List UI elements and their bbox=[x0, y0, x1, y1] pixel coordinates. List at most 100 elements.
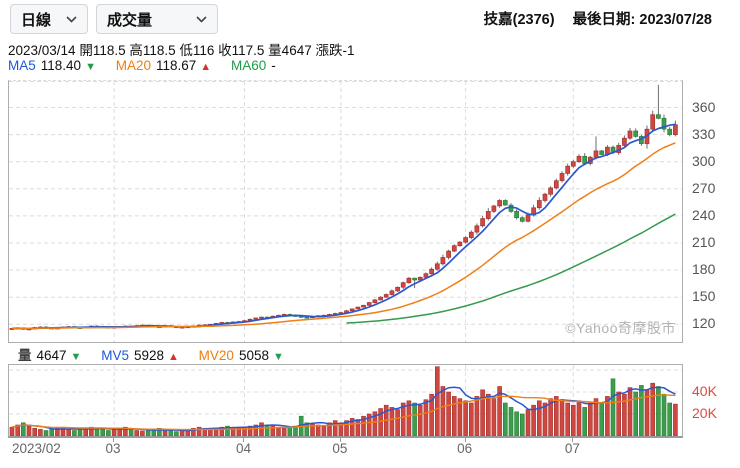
ma5-value: 118.40 bbox=[40, 58, 82, 73]
candle-body bbox=[463, 237, 468, 243]
volume-bar bbox=[440, 386, 446, 436]
candle-body bbox=[633, 130, 639, 137]
candle-body bbox=[627, 130, 633, 139]
volume-bar bbox=[599, 402, 605, 436]
volume-bar bbox=[480, 389, 485, 436]
volume-bar bbox=[593, 398, 599, 436]
price-chart-canvas bbox=[9, 81, 682, 342]
watermark: ©Yahoo奇摩股市 bbox=[565, 320, 676, 336]
candle-body bbox=[457, 241, 463, 247]
chevron-down-icon bbox=[196, 15, 207, 23]
volume-bar bbox=[395, 409, 400, 436]
candle-body bbox=[440, 257, 446, 265]
volume-bar bbox=[287, 426, 293, 436]
candle-body bbox=[519, 217, 525, 222]
volume-bar bbox=[661, 393, 667, 436]
volume-bar bbox=[548, 398, 553, 436]
price-axis-label: 120 bbox=[692, 315, 716, 332]
candle-body bbox=[565, 165, 571, 174]
price-axis-label: 330 bbox=[692, 125, 716, 142]
candle-body bbox=[536, 200, 542, 209]
volume-bar bbox=[100, 429, 105, 436]
price-axis-label: 150 bbox=[692, 288, 716, 305]
ma60-value: - bbox=[271, 58, 276, 73]
volume-bar bbox=[349, 418, 355, 436]
candle-body bbox=[434, 263, 440, 270]
volume-bar bbox=[111, 429, 117, 436]
candle-body bbox=[548, 187, 553, 195]
price-axis-label: 210 bbox=[692, 234, 716, 250]
volume-bar bbox=[123, 426, 128, 436]
candle-body bbox=[622, 137, 627, 146]
candle-body bbox=[502, 200, 508, 206]
volume-bar bbox=[72, 430, 77, 436]
candle-body bbox=[400, 282, 406, 288]
candle-body bbox=[661, 117, 667, 130]
candle-body bbox=[468, 231, 474, 238]
volume-bar bbox=[627, 387, 633, 436]
candle-body bbox=[349, 308, 355, 312]
volume-bar bbox=[26, 425, 32, 436]
candle-body bbox=[395, 286, 400, 292]
candle-body bbox=[446, 250, 451, 258]
volume-bar bbox=[162, 430, 168, 436]
volume-bar bbox=[174, 431, 179, 436]
last-date: 最後日期: 2023/07/28 bbox=[572, 12, 712, 28]
candle-body bbox=[582, 155, 588, 164]
volume-bar bbox=[491, 398, 497, 436]
ma20-label: MA20 bbox=[115, 58, 151, 73]
candle-body bbox=[514, 211, 519, 219]
x-axis-label: 07 bbox=[564, 441, 580, 456]
candle-body bbox=[389, 290, 395, 295]
volume-bar bbox=[417, 404, 423, 436]
volume-bar bbox=[667, 402, 673, 436]
price-axis-label: 360 bbox=[692, 98, 716, 115]
period-dropdown[interactable]: 日線 bbox=[10, 4, 88, 34]
ma20-up-arrow-icon: ▲ bbox=[200, 61, 212, 73]
volume-bar bbox=[610, 378, 616, 436]
ma60-line bbox=[346, 213, 676, 324]
candle-body bbox=[383, 294, 389, 298]
candle-body bbox=[570, 161, 576, 167]
volume-bar bbox=[565, 402, 571, 436]
volume-bar bbox=[321, 425, 327, 436]
volume-bar bbox=[656, 386, 661, 436]
candle-body bbox=[497, 200, 502, 207]
volume-bar bbox=[128, 429, 134, 436]
volume-bar bbox=[281, 427, 287, 436]
volume-axis-label: 20K bbox=[692, 405, 717, 421]
volume-bar bbox=[168, 430, 174, 436]
volume-bar bbox=[196, 426, 202, 436]
mv20-down-arrow-icon: ▼ bbox=[273, 351, 284, 363]
chart-title: 技嘉(2376) 最後日期: 2023/07/28 bbox=[484, 8, 712, 29]
indicator-dropdown[interactable]: 成交量 bbox=[96, 4, 218, 34]
candle-body bbox=[253, 317, 259, 320]
volume-bar bbox=[361, 415, 366, 436]
candle-body bbox=[423, 273, 429, 278]
volume-bar bbox=[582, 407, 588, 436]
volume-chart[interactable] bbox=[8, 364, 683, 438]
ma5-line bbox=[11, 123, 676, 330]
volume-bar bbox=[253, 424, 259, 436]
volume-bar bbox=[276, 426, 281, 436]
ma20-value: 118.67 bbox=[156, 58, 197, 73]
volume-legend: 量 4647 ▼ MV5 5928 ▲ MV20 5058 ▼ bbox=[18, 344, 284, 364]
volume-bar bbox=[616, 391, 622, 436]
volume-bar bbox=[525, 409, 531, 436]
candle-body bbox=[650, 114, 656, 130]
volume-bar bbox=[264, 424, 270, 436]
candle-body bbox=[599, 150, 605, 155]
price-chart[interactable]: ©Yahoo奇摩股市 bbox=[8, 80, 683, 343]
volume-bar bbox=[508, 407, 514, 436]
mv5-up-arrow-icon: ▲ bbox=[168, 351, 179, 363]
volume-bar bbox=[446, 391, 451, 436]
ma20-line bbox=[11, 142, 676, 330]
volume-bar bbox=[559, 400, 565, 436]
candle-body bbox=[412, 277, 417, 281]
candle-body bbox=[656, 114, 661, 119]
volume-value: 4647 bbox=[36, 348, 67, 363]
volume-bar bbox=[673, 403, 678, 436]
candle-body bbox=[559, 173, 565, 181]
candle-body bbox=[406, 277, 412, 284]
